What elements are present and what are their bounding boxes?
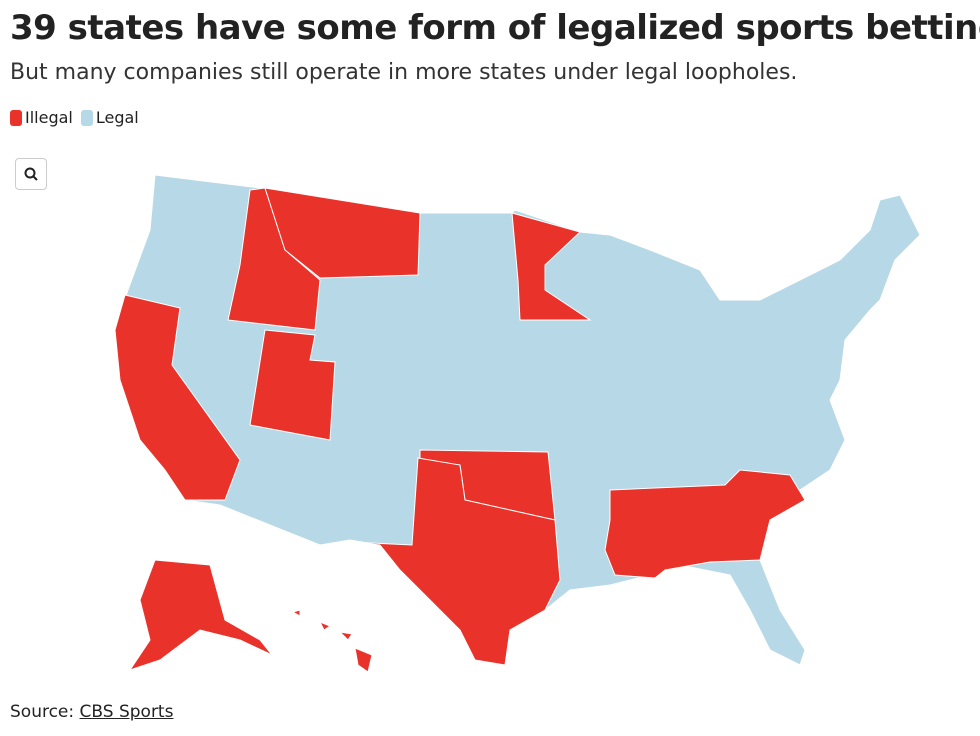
search-icon <box>24 167 38 181</box>
illegal-states <box>114 187 806 673</box>
subtitle: But many companies still operate in more… <box>10 60 798 85</box>
legend-swatch <box>80 109 93 126</box>
source: Source: CBS Sports <box>10 702 173 722</box>
legend: Illegal Legal <box>10 108 139 127</box>
legend-swatch <box>10 109 22 126</box>
search-button[interactable] <box>15 158 47 190</box>
source-link[interactable]: CBS Sports <box>79 702 174 722</box>
legend-label: Legal <box>95 108 139 127</box>
legend-item: Legal <box>80 108 139 127</box>
source-prefix: Source: <box>10 702 75 722</box>
legend-item: Illegal <box>10 108 73 127</box>
title: 39 states have some form of legalized sp… <box>10 8 980 48</box>
legend-label: Illegal <box>25 108 73 127</box>
